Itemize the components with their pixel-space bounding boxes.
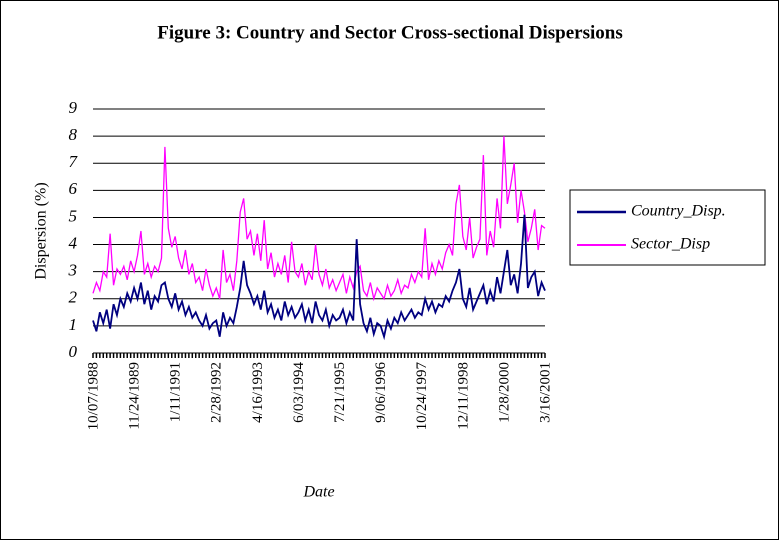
y-tick-label: 0 <box>69 342 78 361</box>
y-tick-label: 5 <box>69 206 78 225</box>
x-tick-label: 9/06/1996 <box>373 362 389 423</box>
legend-box <box>569 189 766 266</box>
legend-label: Country_Disp. <box>631 203 726 220</box>
y-tick-label: 6 <box>69 179 78 198</box>
x-tick-label: 3/16/2001 <box>537 362 553 423</box>
x-tick-label: 10/07/1988 <box>85 362 101 430</box>
legend-label: Sector_Disp <box>631 236 710 253</box>
y-axis-label: Dispersion (%) <box>33 182 50 279</box>
y-tick-label: 3 <box>68 261 78 280</box>
x-tick-label: 7/21/1995 <box>332 362 348 423</box>
y-tick-label: 9 <box>69 98 78 117</box>
x-tick-label: 11/24/1989 <box>127 362 143 430</box>
chart-title: Figure 3: Country and Sector Cross-secti… <box>157 22 623 43</box>
x-tick-label: 4/16/1993 <box>250 362 266 423</box>
y-tick-label: 2 <box>69 288 78 307</box>
series-line <box>92 214 546 341</box>
x-tick-label: 12/11/1998 <box>455 362 471 430</box>
x-tick-label: 1/28/2000 <box>496 362 512 423</box>
y-tick-label: 1 <box>69 315 78 334</box>
x-tick-label: 2/28/1992 <box>209 362 225 423</box>
series-line <box>92 136 546 302</box>
y-tick-label: 4 <box>69 233 78 252</box>
x-axis-label: Date <box>302 484 334 501</box>
x-tick-label: 1/11/1991 <box>168 362 184 422</box>
y-tick-label: 7 <box>69 152 79 171</box>
x-tick-label: 10/24/1997 <box>414 362 430 431</box>
y-tick-label: 8 <box>69 125 78 144</box>
x-tick-label: 6/03/1994 <box>291 362 307 423</box>
